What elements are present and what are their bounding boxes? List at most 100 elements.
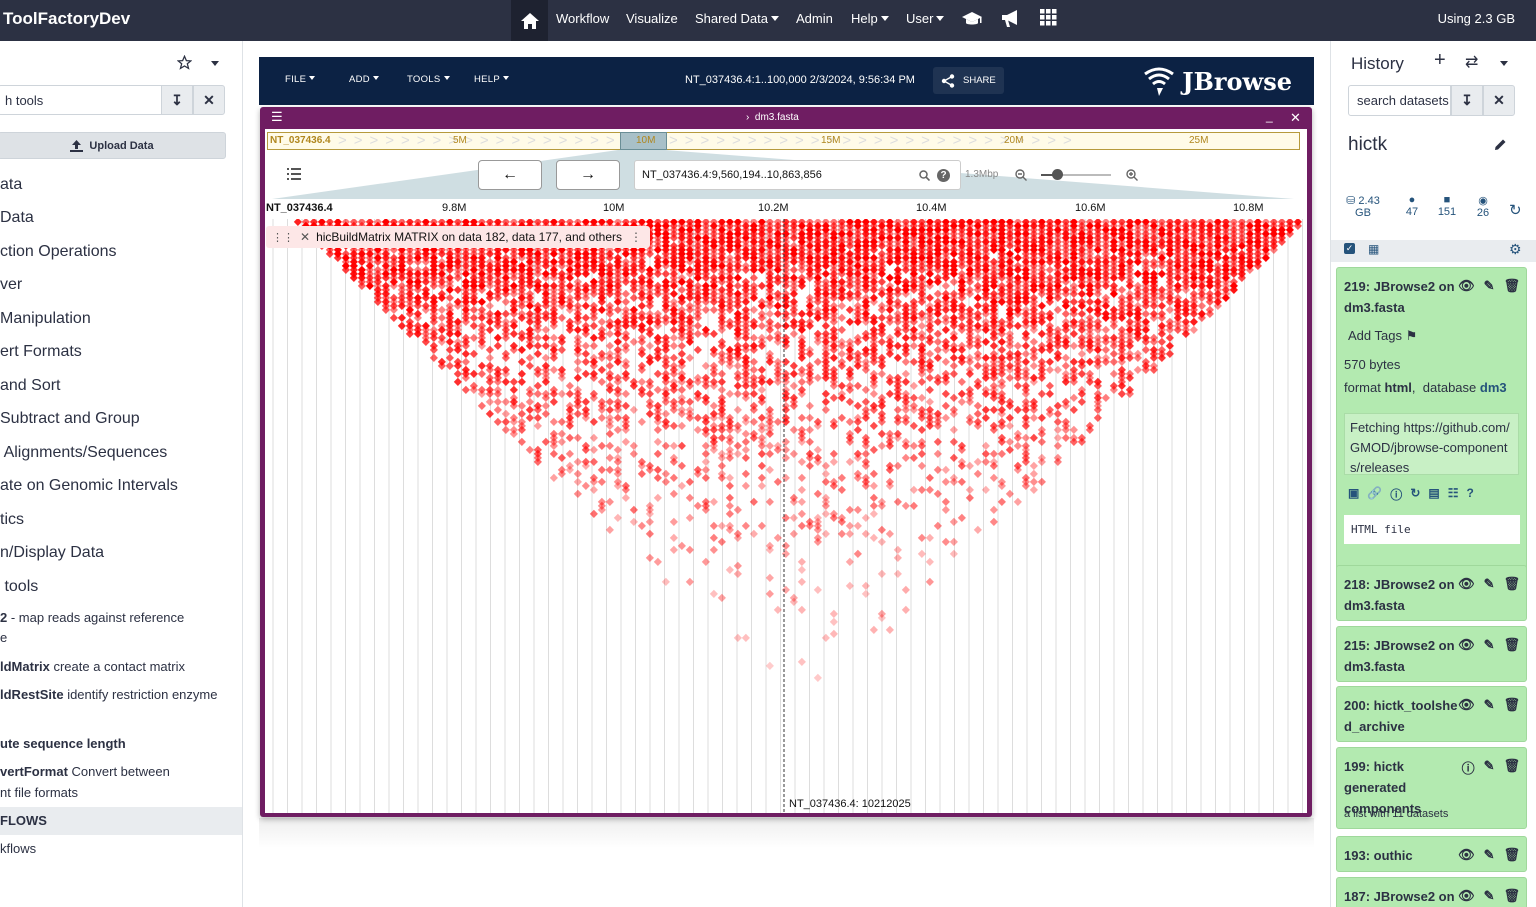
tool-section-5[interactable]: ert Formats: [0, 343, 82, 360]
advanced-search-button[interactable]: ↧: [161, 85, 193, 115]
history-clear-search-button[interactable]: ✕: [1483, 85, 1515, 116]
track-label[interactable]: ⋮⋮ ✕ hicBuildMatrix MATRIX on data 182, …: [266, 226, 651, 248]
tool-section-1[interactable]: Data: [0, 209, 34, 226]
bullhorn-icon[interactable]: [1000, 9, 1021, 28]
tool-link-compute-length[interactable]: ute sequence length: [0, 736, 126, 751]
tool-section-3[interactable]: ver: [0, 276, 23, 293]
star-icon[interactable]: [177, 55, 192, 70]
track-selector-icon[interactable]: [287, 168, 301, 180]
history-item-title[interactable]: 219: JBrowse2 on dm3.fasta: [1344, 279, 1455, 315]
add-tags-button[interactable]: Add Tags ⚑: [1348, 328, 1417, 344]
history-size[interactable]: ⛁ 2.43 GB: [1344, 194, 1382, 219]
tool-section-0[interactable]: ata: [0, 176, 23, 193]
location-search-input[interactable]: NT_037436.4:9,560,194..10,863,856 ?: [634, 160, 961, 190]
trash-icon[interactable]: 🗑: [1503, 847, 1520, 862]
nav-help[interactable]: Help: [851, 11, 889, 26]
history-item[interactable]: 215: JBrowse2 on dm3.fasta 👁 ✎ 🗑: [1336, 626, 1527, 682]
trash-icon[interactable]: 🗑: [1503, 278, 1520, 293]
eye-icon[interactable]: 👁: [1458, 576, 1475, 591]
refresh-icon[interactable]: ↻: [1509, 202, 1522, 219]
eye-icon[interactable]: 👁: [1458, 697, 1475, 712]
trash-icon[interactable]: 🗑: [1503, 697, 1520, 712]
hic-contact-heatmap[interactable]: [265, 219, 1307, 813]
tool-section-10[interactable]: tics: [0, 511, 24, 528]
overview-visible-region[interactable]: [620, 132, 667, 150]
tool-section-9[interactable]: ate on Genomic Intervals: [0, 477, 178, 494]
pencil-icon[interactable]: ✎: [1483, 637, 1495, 652]
quota-meter[interactable]: Using 2.3 GB: [1437, 11, 1515, 26]
tool-section-2[interactable]: ction Operations: [0, 243, 117, 260]
trash-icon[interactable]: 🗑: [1503, 637, 1520, 652]
tool-section-11[interactable]: n/Display Data: [0, 544, 105, 561]
pencil-icon[interactable]: ✎: [1483, 888, 1495, 903]
history-item[interactable]: 200: hictk_toolshed_archive 👁 ✎ 🗑: [1336, 686, 1527, 742]
history-hidden-count[interactable]: ◉ 26: [1469, 194, 1497, 219]
trash-icon[interactable]: 🗑: [1503, 758, 1520, 773]
graduation-cap-icon[interactable]: [961, 10, 983, 28]
save-icon[interactable]: ▣: [1348, 486, 1360, 500]
minimize-icon[interactable]: _: [1266, 109, 1273, 123]
tool-link-hicfindrestsite[interactable]: ldRestSite identify restriction enzyme: [0, 687, 217, 702]
history-settings-gear-icon[interactable]: ⚙: [1509, 241, 1522, 257]
rerun-icon[interactable]: ↻: [1410, 486, 1421, 500]
share-button[interactable]: SHARE: [933, 67, 1004, 94]
dataset-map-icon[interactable]: ☷: [1447, 486, 1459, 500]
pencil-icon[interactable]: ✎: [1483, 278, 1495, 293]
database-value[interactable]: dm3: [1479, 380, 1507, 395]
nav-admin[interactable]: Admin: [796, 11, 833, 26]
track-menu-icon[interactable]: ⋮: [630, 230, 643, 244]
pencil-icon[interactable]: ✎: [1483, 697, 1495, 712]
history-item[interactable]: 193: outhic 👁 ✎ 🗑: [1336, 836, 1527, 872]
trash-icon[interactable]: 🗑: [1503, 888, 1520, 903]
history-name[interactable]: hictk: [1348, 134, 1388, 155]
view-title[interactable]: › dm3.fasta: [746, 112, 799, 123]
brand-title[interactable]: ToolFactoryDev: [3, 9, 131, 28]
history-advanced-search-button[interactable]: ↧: [1451, 85, 1483, 116]
visualize-icon[interactable]: ▤: [1428, 486, 1440, 500]
pencil-icon[interactable]: ✎: [1483, 758, 1495, 773]
pencil-icon[interactable]: ✎: [1483, 576, 1495, 591]
clear-search-button[interactable]: ✕: [193, 85, 225, 115]
tool-link-hicbuildmatrix[interactable]: ldMatrix create a contact matrix: [0, 659, 185, 674]
zoom-slider-track[interactable]: [1041, 174, 1111, 176]
jb-menu-tools[interactable]: TOOLS: [407, 74, 450, 85]
history-shown-count[interactable]: ● 47: [1398, 194, 1426, 218]
tool-link-bwa[interactable]: 2 - map reads against reference: [0, 610, 184, 625]
home-button[interactable]: [511, 0, 548, 41]
eye-icon[interactable]: 👁: [1458, 637, 1475, 652]
close-view-icon[interactable]: ✕: [1290, 110, 1301, 125]
pan-right-button[interactable]: →: [556, 160, 620, 190]
history-item-title[interactable]: 200: hictk_toolshed_archive: [1344, 698, 1458, 734]
zoom-in-icon[interactable]: [1126, 169, 1138, 181]
create-history-icon[interactable]: +: [1434, 49, 1446, 71]
history-item-expanded[interactable]: 219: JBrowse2 on dm3.fasta 👁 ✎ 🗑 Add Tags …: [1336, 267, 1527, 571]
search-icon[interactable]: [919, 170, 930, 181]
info-icon[interactable]: ⓘ: [1461, 761, 1475, 776]
history-item-title[interactable]: 215: JBrowse2 on dm3.fasta: [1344, 638, 1455, 674]
all-workflows-link[interactable]: kflows: [0, 841, 37, 856]
edit-history-icon[interactable]: [1494, 138, 1507, 151]
format-value[interactable]: html: [1384, 380, 1412, 395]
view-menu-icon[interactable]: ☰: [271, 109, 283, 124]
history-item-title[interactable]: 218: JBrowse2 on dm3.fasta: [1344, 577, 1455, 613]
nav-shared-data[interactable]: Shared Data: [695, 11, 779, 26]
eye-icon[interactable]: 👁: [1458, 278, 1475, 293]
tool-link-hicconvertformat[interactable]: vertFormat Convert between: [0, 764, 170, 779]
zoom-slider-thumb[interactable]: [1052, 169, 1063, 180]
panel-options-caret-icon[interactable]: [211, 61, 219, 66]
eye-icon[interactable]: 👁: [1458, 847, 1475, 862]
history-deleted-count[interactable]: ■ 151: [1433, 194, 1461, 218]
zoom-out-icon[interactable]: [1015, 169, 1027, 181]
tool-section-8[interactable]: Alignments/Sequences: [0, 444, 168, 461]
trash-icon[interactable]: 🗑: [1503, 576, 1520, 591]
history-item-title[interactable]: 187: JBrowse2 on: [1344, 889, 1455, 904]
tool-section-12[interactable]: tools: [0, 578, 39, 595]
jb-menu-help[interactable]: HELP: [474, 74, 510, 85]
select-items-icon[interactable]: ✓: [1344, 243, 1355, 254]
jb-menu-file[interactable]: FILE: [285, 74, 316, 85]
history-options-caret-icon[interactable]: [1500, 61, 1508, 66]
history-item[interactable]: 218: JBrowse2 on dm3.fasta 👁 ✎ 🗑: [1336, 565, 1527, 621]
nav-user[interactable]: User: [906, 11, 945, 26]
overview-scalebar[interactable]: >>>>>>>>>>>>>>>>>>>>>>>>>>>>>>>>>>>>>>>>…: [267, 132, 1300, 150]
tool-search-input[interactable]: h tools: [0, 85, 162, 115]
